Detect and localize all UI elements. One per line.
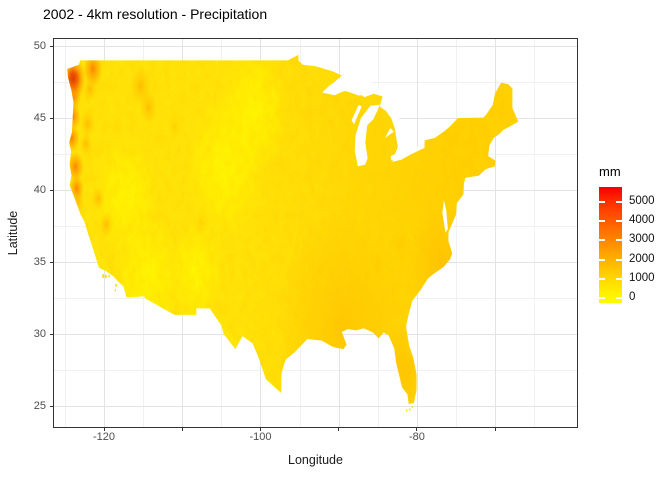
channel-islands <box>105 274 107 279</box>
legend-tick-left <box>599 297 605 300</box>
us-precipitation-raster-map <box>67 54 519 412</box>
legend-colorbar <box>599 187 622 303</box>
gridline-minor-y <box>53 370 578 371</box>
legend-tick-left <box>599 239 605 242</box>
florida-keys <box>409 408 411 411</box>
legend-tick-label: 0 <box>629 291 636 304</box>
y-axis-tick <box>50 333 53 335</box>
legend-tick-left <box>599 258 605 261</box>
florida-keys <box>411 406 413 409</box>
precip-texture-noise <box>67 54 519 404</box>
legend-tick-right <box>616 258 622 261</box>
x-axis-title: Longitude <box>288 453 343 467</box>
lake-superior <box>322 74 383 97</box>
y-tick-label: 50 <box>33 39 46 52</box>
channel-islands <box>114 289 117 292</box>
gridline-major-y <box>53 46 578 47</box>
legend-tick-right <box>616 277 622 280</box>
legend-tick-left <box>599 219 605 222</box>
offshore-islands <box>102 274 413 412</box>
y-axis-tick <box>50 189 53 191</box>
legend-tick-right <box>616 219 622 222</box>
y-tick-label: 30 <box>33 327 46 340</box>
channel-islands <box>115 283 117 287</box>
gridline-major-y <box>53 406 578 407</box>
x-axis-tick <box>181 428 183 431</box>
legend-tick-left <box>599 200 605 203</box>
y-tick-label: 40 <box>33 183 46 196</box>
legend-tick-label: 3000 <box>629 233 655 246</box>
lake-huron <box>380 102 404 145</box>
y-tick-label: 45 <box>33 111 46 124</box>
lake-erie <box>390 146 426 161</box>
x-tick-label: -100 <box>249 431 272 443</box>
gridline-minor-x <box>456 38 458 428</box>
legend-title: mm <box>599 164 621 179</box>
gridline-minor-x <box>64 38 66 428</box>
plot-panel <box>53 38 578 428</box>
legend-tick-label: 1000 <box>629 271 655 284</box>
y-tick-label: 25 <box>33 399 46 412</box>
x-axis-tick <box>494 428 496 431</box>
saginaw-bay <box>384 128 394 139</box>
x-axis-tick <box>416 428 418 431</box>
legend-tick-label: 5000 <box>629 194 655 207</box>
green-bay <box>351 105 362 125</box>
legend-tick-right <box>616 297 622 300</box>
legend-tick-right <box>616 239 622 242</box>
great-lakes-water <box>322 74 448 233</box>
x-axis-tick <box>103 428 105 431</box>
precipitation-shading <box>67 54 519 404</box>
lake-michigan <box>354 104 380 167</box>
y-axis-tick <box>50 261 53 263</box>
x-axis-tick <box>259 428 261 431</box>
legend-tick-label: 4000 <box>629 213 655 226</box>
legend-tick-left <box>599 277 605 280</box>
y-axis-tick <box>50 117 53 119</box>
florida-keys <box>406 409 408 412</box>
y-axis-tick <box>50 45 53 47</box>
y-axis-tick <box>50 405 53 407</box>
x-tick-label: -80 <box>408 431 425 443</box>
channel-islands <box>102 274 105 279</box>
x-axis-tick <box>338 428 340 431</box>
legend-tick-right <box>616 200 622 203</box>
plot-title: 2002 - 4km resolution - Precipitation <box>43 6 268 22</box>
chesapeake-bay <box>442 200 448 233</box>
gridline-minor-x <box>534 38 536 428</box>
y-tick-label: 35 <box>33 255 46 268</box>
x-tick-label: -120 <box>92 431 116 443</box>
legend-tick-label: 2000 <box>629 252 655 265</box>
channel-islands <box>108 274 110 278</box>
gridline-major-x <box>495 38 497 428</box>
